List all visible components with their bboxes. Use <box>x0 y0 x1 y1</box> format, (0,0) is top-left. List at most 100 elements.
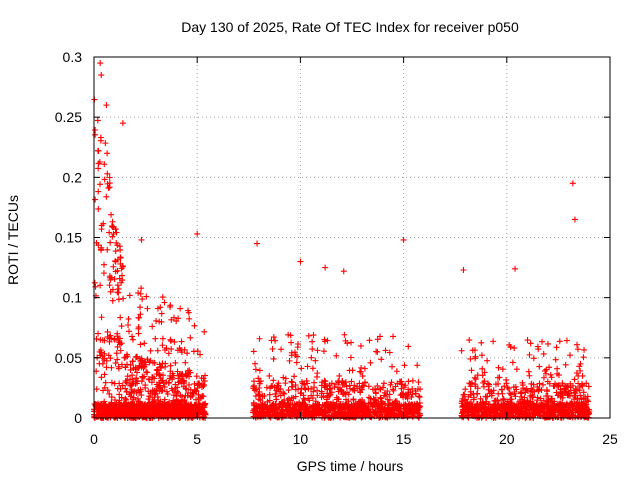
data-point <box>546 364 553 371</box>
data-point <box>350 396 357 403</box>
data-point <box>130 408 137 415</box>
data-point <box>125 315 132 322</box>
data-point <box>171 406 178 413</box>
data-point <box>490 338 497 345</box>
data-point <box>397 392 404 399</box>
data-point <box>460 266 467 273</box>
data-point <box>95 330 102 337</box>
data-point <box>194 230 201 237</box>
data-point <box>196 395 203 402</box>
data-point <box>96 360 103 367</box>
data-point <box>153 317 160 324</box>
data-point <box>345 398 352 405</box>
data-point <box>324 337 331 344</box>
data-point <box>163 408 170 415</box>
data-point <box>182 359 189 366</box>
data-point <box>508 408 515 415</box>
data-point <box>124 353 131 360</box>
data-point <box>106 338 113 345</box>
data-point <box>158 310 165 317</box>
data-point <box>138 285 145 292</box>
data-point <box>363 410 370 417</box>
x-tick-label: 5 <box>193 431 201 447</box>
data-point <box>349 386 356 393</box>
data-point <box>115 408 122 415</box>
data-point <box>358 364 365 371</box>
data-point <box>270 334 277 341</box>
data-point <box>129 358 136 365</box>
data-point <box>108 211 115 218</box>
data-point <box>469 347 476 354</box>
data-point <box>184 410 191 417</box>
data-point <box>165 380 172 387</box>
data-point <box>190 348 197 355</box>
data-point <box>392 398 399 405</box>
data-point <box>414 385 421 392</box>
data-point <box>348 378 355 385</box>
data-point <box>384 388 391 395</box>
data-point <box>546 405 553 412</box>
data-point <box>576 363 583 370</box>
data-point <box>390 401 397 408</box>
data-point <box>159 342 166 349</box>
data-point <box>261 392 268 399</box>
data-point <box>468 379 475 386</box>
data-point <box>295 386 302 393</box>
data-point <box>255 375 262 382</box>
data-point <box>400 391 407 398</box>
data-point <box>314 392 321 399</box>
data-point <box>359 406 366 413</box>
data-point <box>124 373 131 380</box>
data-point <box>168 316 175 323</box>
data-point <box>109 233 116 240</box>
data-point <box>555 414 562 421</box>
y-tick-label: 0 <box>74 410 82 426</box>
data-point <box>398 381 405 388</box>
data-point <box>187 406 194 413</box>
data-point <box>120 295 127 302</box>
data-point <box>113 401 120 408</box>
data-point <box>97 336 104 343</box>
data-point <box>356 368 363 375</box>
data-point <box>537 402 544 409</box>
data-point <box>200 382 207 389</box>
data-point <box>479 372 486 379</box>
data-point <box>116 243 123 250</box>
data-point <box>472 376 479 383</box>
data-point <box>376 414 383 421</box>
data-point <box>342 391 349 398</box>
data-point <box>305 413 312 420</box>
data-point <box>149 374 156 381</box>
data-point <box>104 170 111 177</box>
data-point <box>113 350 120 357</box>
data-point <box>478 339 485 346</box>
data-point <box>285 387 292 394</box>
data-point <box>408 394 415 401</box>
data-point <box>258 410 265 417</box>
data-point <box>496 374 503 381</box>
data-point <box>579 402 586 409</box>
data-point <box>114 356 121 363</box>
data-point <box>505 385 512 392</box>
data-point <box>288 378 295 385</box>
data-point <box>91 279 98 286</box>
data-point <box>402 382 409 389</box>
data-point <box>413 408 420 415</box>
data-point <box>374 402 381 409</box>
data-point <box>530 381 537 388</box>
data-point <box>364 407 371 414</box>
data-point <box>569 180 576 187</box>
data-point <box>501 383 508 390</box>
data-point <box>322 383 329 390</box>
data-point <box>137 311 144 318</box>
data-point <box>129 336 136 343</box>
data-point <box>147 347 154 354</box>
data-point <box>478 352 485 359</box>
data-point <box>479 399 486 406</box>
data-point <box>571 389 578 396</box>
data-point <box>528 403 535 410</box>
data-point <box>465 408 472 415</box>
data-point <box>312 357 319 364</box>
data-point <box>527 340 534 347</box>
data-point <box>95 160 102 167</box>
